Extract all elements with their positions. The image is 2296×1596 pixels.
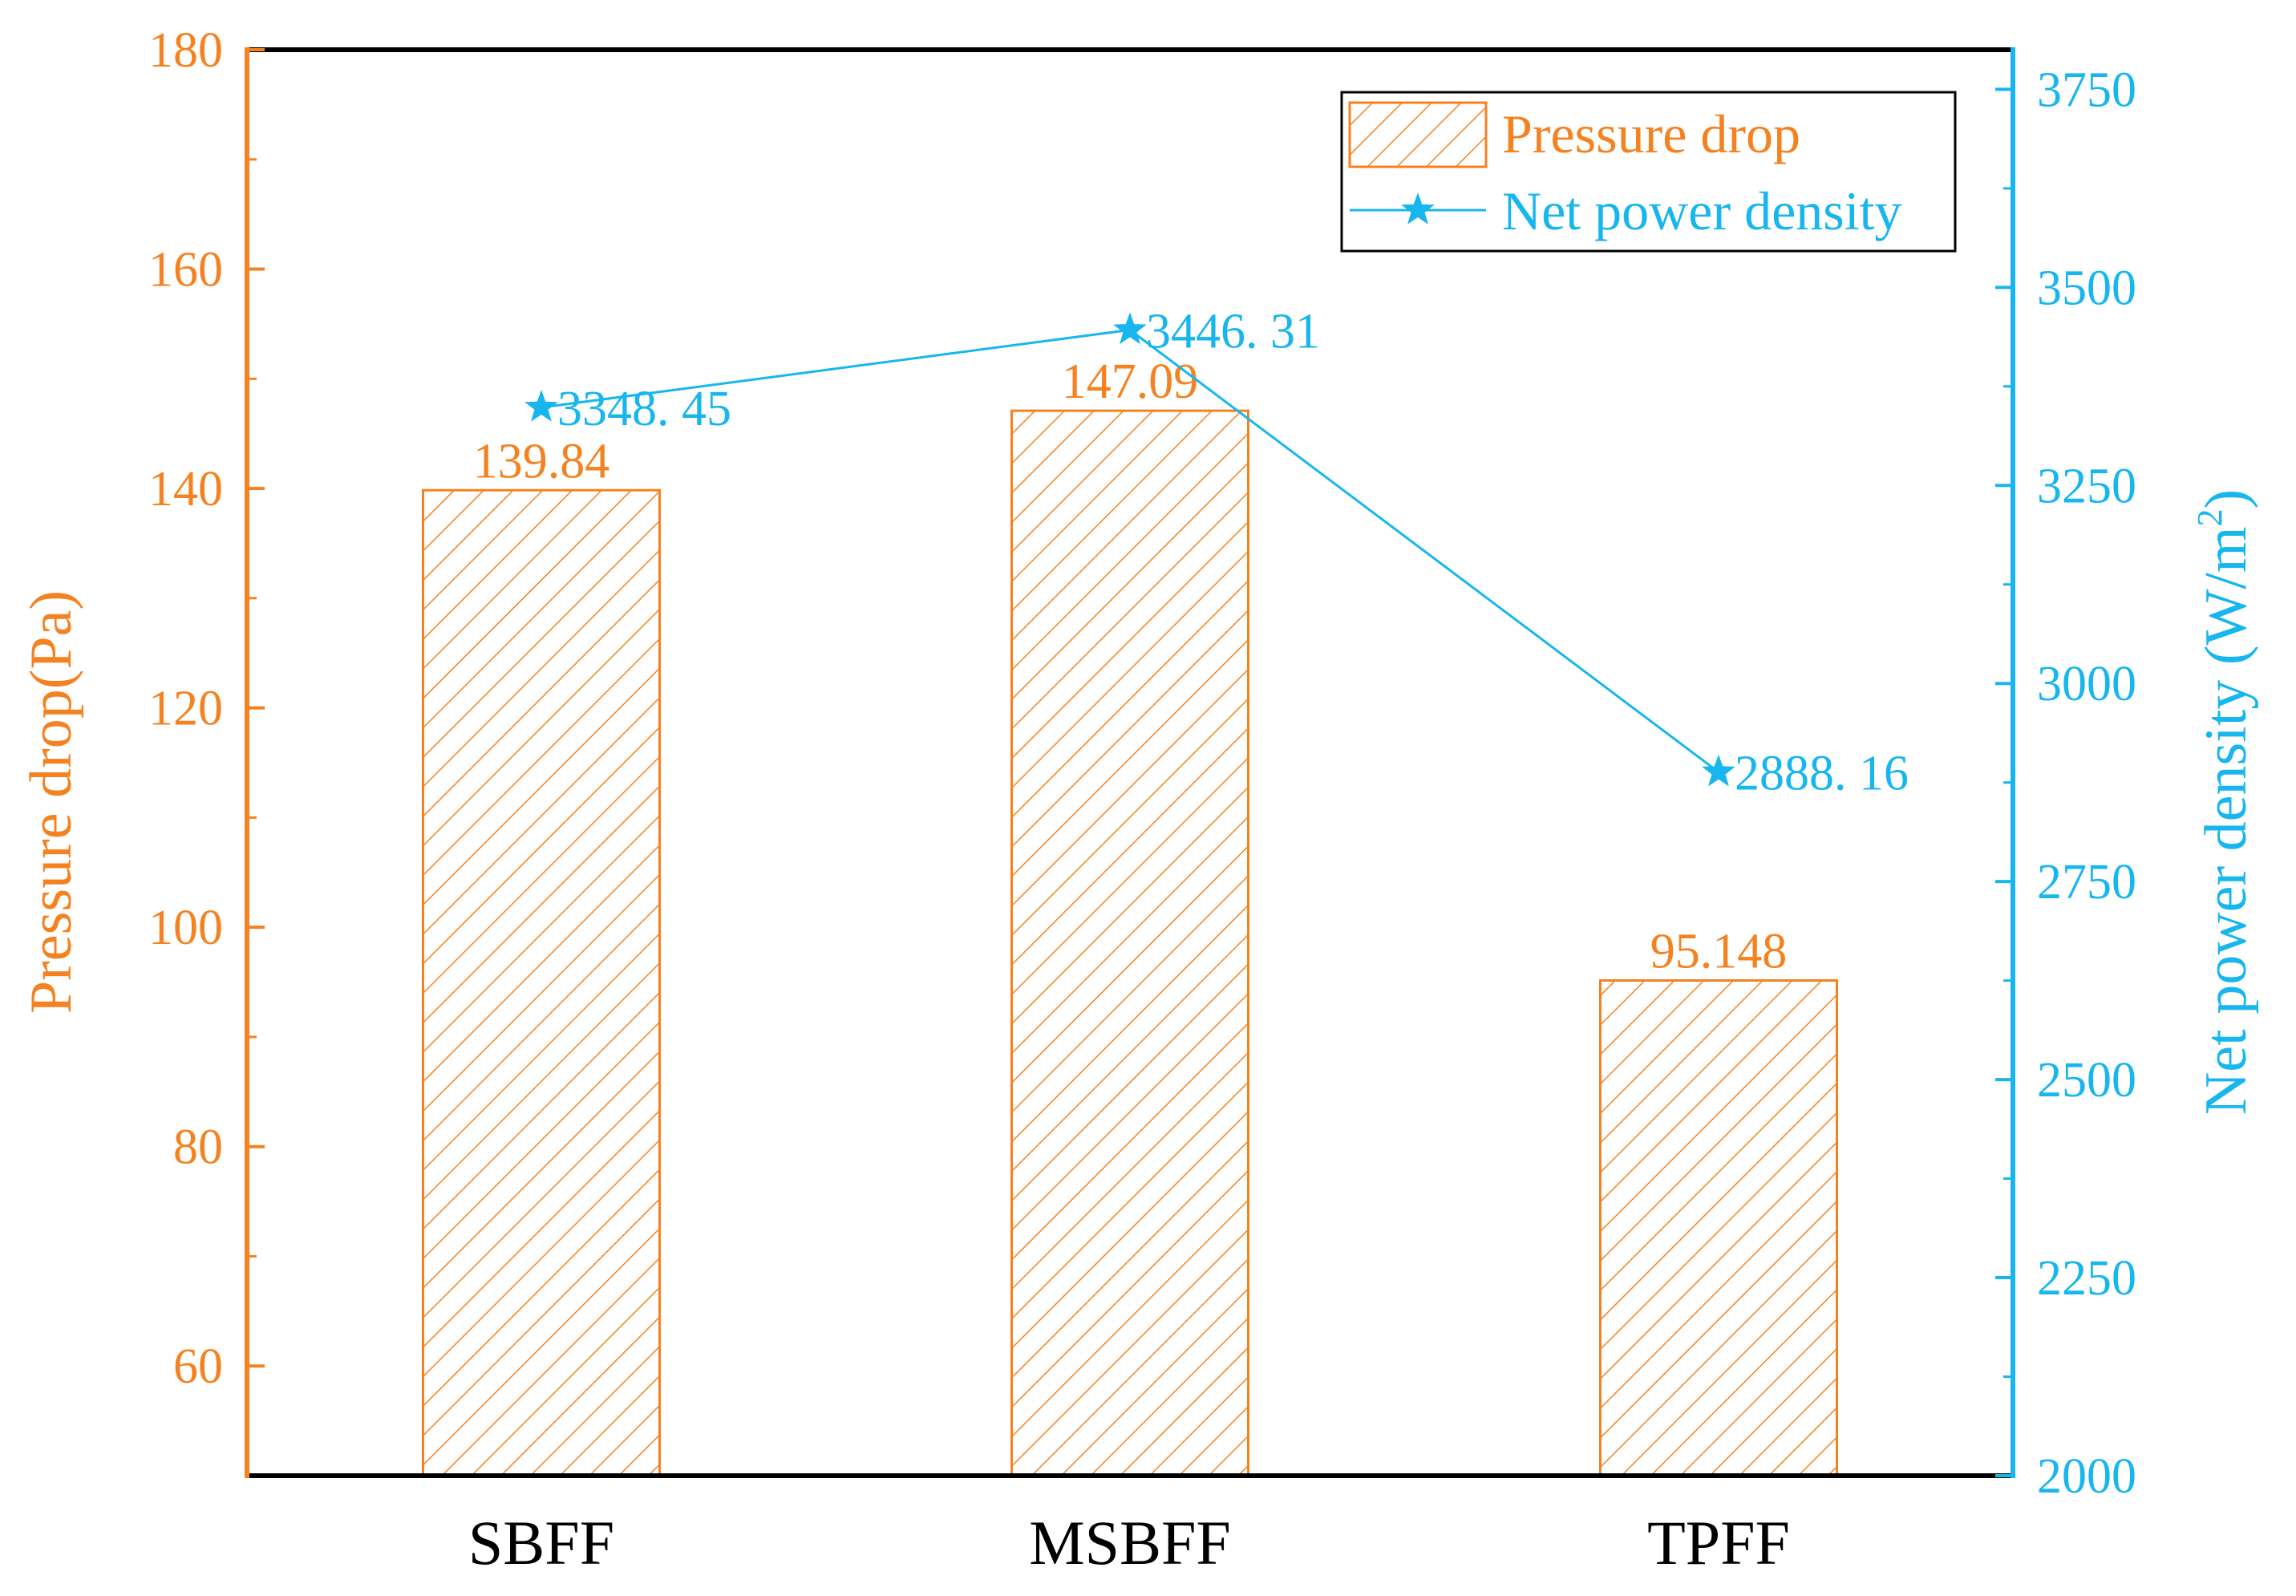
star-marker-icon [524, 390, 558, 422]
right-tick-label: 3500 [2037, 261, 2136, 315]
line-value-label: 3446. 31 [1146, 304, 1320, 358]
line-value-label: 2888. 16 [1735, 747, 1909, 801]
left-tick-label: 180 [148, 23, 223, 78]
bar-sbff [422, 488, 661, 1477]
left-axis-title: Pressure drop(Pa) [18, 590, 84, 1014]
legend-swatch-pressure-drop [1348, 101, 1488, 168]
plot-frame [247, 47, 2013, 1478]
right-tick-label: 2500 [2037, 1053, 2136, 1108]
right-tick-label: 2000 [2037, 1449, 2136, 1504]
legend-star-marker-icon [1401, 192, 1435, 225]
left-tick-label: 60 [173, 1339, 223, 1394]
right-tick-label: 2250 [2037, 1251, 2136, 1306]
legend-label-pressure-drop: Pressure drop [1502, 103, 1800, 164]
star-marker-icon [1702, 754, 1735, 787]
bar-value-label: 139.84 [473, 434, 610, 488]
right-tick-label: 3750 [2037, 63, 2136, 117]
star-marker-icon [1113, 312, 1147, 345]
line-series-net-power-density [524, 312, 1735, 787]
x-tick-label-sbff: SBFF [468, 1508, 614, 1578]
line-value-labels: 3348. 45 3446. 31 2888. 16 [557, 304, 1909, 800]
left-tick-label: 140 [148, 462, 223, 516]
left-tick-label: 80 [173, 1120, 223, 1175]
bar-series-pressure-drop [422, 409, 1838, 1477]
left-tick-label: 120 [148, 682, 223, 736]
right-axis-title: Net power density (W/m2) [2190, 489, 2259, 1115]
right-axis-title-sup: 2 [2190, 509, 2229, 527]
x-axis: SBFF MSBFF TPFF [468, 1508, 1790, 1578]
right-tick-label: 2750 [2037, 855, 2136, 909]
legend-label-net-power-density: Net power density [1502, 180, 1902, 241]
bar-value-label: 95.148 [1650, 925, 1788, 979]
left-y-axis: 60 80 100 120 140 160 180 [148, 23, 265, 1478]
x-tick-label-msbff: MSBFF [1029, 1508, 1231, 1578]
right-tick-label: 3250 [2037, 459, 2136, 513]
right-axis-title-main: Net power density (W/m [2193, 527, 2259, 1116]
right-tick-label: 3000 [2037, 657, 2136, 711]
bar-value-label: 147.09 [1062, 354, 1199, 409]
right-y-axis: 2000 2250 2500 2750 3000 3250 3500 3750 [1995, 47, 2136, 1504]
x-tick-label-tpff: TPFF [1647, 1508, 1790, 1578]
bar-msbff [1010, 409, 1249, 1477]
line-value-label: 3348. 45 [557, 382, 731, 436]
legend: Pressure drop Net power density [1340, 91, 1957, 253]
left-tick-label: 160 [148, 243, 223, 298]
left-tick-label: 100 [148, 901, 223, 955]
right-axis-title-tail: ) [2193, 489, 2259, 509]
bar-tpff [1599, 979, 1838, 1477]
